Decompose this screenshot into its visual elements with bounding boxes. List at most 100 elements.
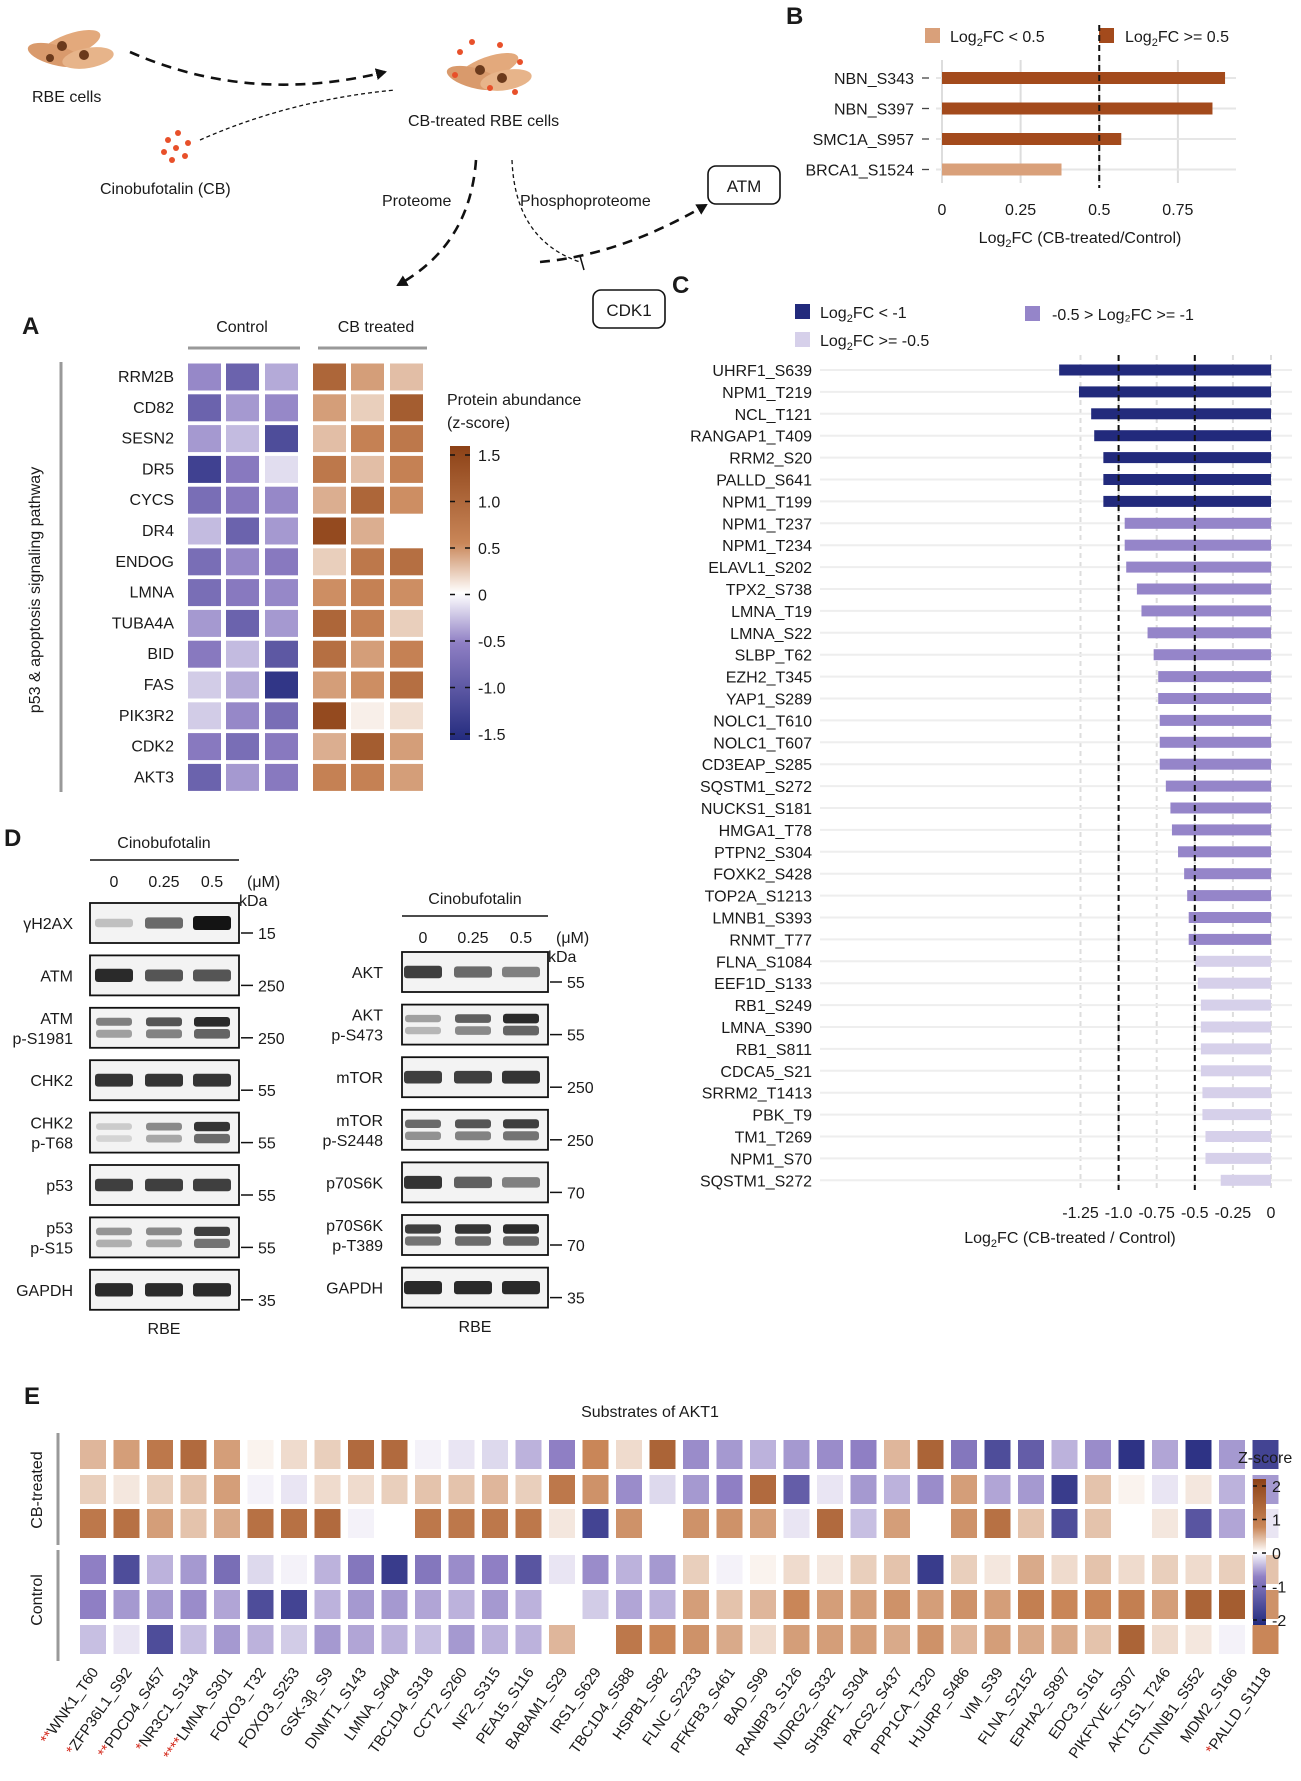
e-heatmap-cell [80,1475,106,1504]
a-colorbar-label: 0 [478,588,487,605]
c-category-label: LMNB1_S393 [712,911,812,928]
e-heatmap-cell [348,1590,374,1619]
a-pathway-label: p53 & apoptosis signaling pathway [27,467,44,713]
d-treatment-label: Cinobufotalin [428,891,521,908]
e-heatmap-cell [850,1625,877,1654]
a-heatmap-cell [188,733,221,761]
d-blot-band [194,1238,230,1248]
e-heatmap-cell [214,1475,240,1504]
e-heatmap-cell [247,1509,274,1538]
a-heatmap-cell [313,671,346,699]
a-heatmap-cell [188,425,221,453]
b-x-tick-label: 0 [938,202,947,219]
c-legend-swatch-2 [1025,306,1040,321]
c-category-label: NCL_T121 [735,407,812,424]
e-heatmap-cell [1185,1509,1212,1538]
d-marker-label: 55 [258,1083,276,1100]
e-colorbar-label: 0 [1272,1546,1281,1563]
c-bar [1200,1043,1271,1055]
d-blot-band [404,1070,442,1084]
c-category-label: ELAVL1_S202 [708,560,812,577]
e-heatmap-cell [180,1475,207,1504]
e-heatmap-cell [1152,1475,1178,1504]
e-heatmap-cell [147,1590,173,1619]
a-heatmap-cell [351,394,384,422]
e-heatmap-cell [951,1625,977,1654]
d-blot-band [145,1073,183,1087]
a-heatmap-cell [351,548,384,576]
c-bar [1202,1109,1271,1121]
d-dose-label: 0.5 [201,874,223,891]
panel-label-d: D [4,825,21,852]
b-legend-swatch-low [925,28,940,43]
e-heatmap-cell [281,1475,307,1504]
d-blot-label: AKT [352,965,383,982]
d-blot-label: p-T68 [31,1136,73,1153]
e-heatmap-cell [1085,1590,1111,1619]
e-heatmap-cell [984,1625,1011,1654]
e-heatmap-cell [482,1555,508,1584]
c-x-tick-label: -0.25 [1215,1205,1252,1222]
e-heatmap-cell [1051,1555,1078,1584]
c-legend-swatch-3 [795,332,810,347]
a-heatmap-cell [351,702,384,730]
d-blot-label: p53 [46,1178,73,1195]
e-heatmap-cell [247,1555,274,1584]
b-x-tick-label: 0.75 [1162,202,1193,219]
c-x-tick-label: -0.5 [1181,1205,1209,1222]
d-blot-label: AKT [352,1008,383,1025]
a-heatmap-cell [188,455,221,483]
d-blot-band [95,1283,133,1297]
c-bar [1159,758,1271,770]
a-heatmap-cell [188,548,221,576]
a-gene-label: AKT3 [134,769,174,786]
d-blot-band [502,1280,540,1295]
c-bar [1194,955,1271,967]
c-category-label: NPM1_T234 [722,538,812,555]
e-heatmap-cell [1051,1625,1078,1654]
a-heatmap-cell [390,763,423,791]
e-heatmap-cell [582,1475,609,1504]
c-bar [1170,802,1271,814]
a-gene-label: SESN2 [122,431,175,448]
c-bar [1103,452,1271,464]
d-blot-band [405,1131,441,1140]
e-heatmap-cell [683,1590,709,1619]
e-heatmap-cell [616,1440,642,1469]
d-blot-band [454,1070,492,1084]
e-heatmap-cell [884,1509,910,1538]
d-blot-band [405,1119,441,1128]
cdk1-label: CDK1 [606,301,651,320]
e-heatmap-cell [147,1509,173,1538]
c-category-label: RB1_S249 [735,998,812,1015]
a-heatmap-cell [390,548,423,576]
rbe-cells-icon [27,29,114,69]
d-marker-label: 55 [258,1188,276,1205]
c-bar [1124,517,1271,529]
c-category-label: SQSTM1_S272 [700,1173,812,1190]
c-category-label: RANGAP1_T409 [690,429,812,446]
e-heatmap-cell [917,1625,944,1654]
a-heatmap-cell [390,455,423,483]
a-gene-label: CYCS [130,492,174,509]
d-cell-line-label: RBE [148,1321,181,1338]
e-heatmap-cell [1085,1440,1111,1469]
e-heatmap-cell [817,1475,843,1504]
d-blot-band [502,966,540,978]
c-category-label: NPM1_T219 [722,385,812,402]
e-heatmap-cell [716,1555,743,1584]
d-blot-label: GAPDH [16,1283,73,1300]
d-blot-label: p-S15 [30,1240,73,1257]
d-blot-band [146,1227,182,1236]
c-bar [1200,1021,1271,1033]
d-blot-band [503,1025,539,1036]
a-heatmap-cell [226,486,259,514]
a-heatmap-cell [390,671,423,699]
e-heatmap-cell [1219,1625,1245,1654]
e-heatmap-cell [1018,1475,1044,1504]
d-blot-label: CHK2 [30,1116,73,1133]
b-bar [942,133,1122,145]
e-heatmap-cell [1085,1555,1111,1584]
d-treatment-label: Cinobufotalin [117,835,210,852]
d-blot-label: ATM [40,1011,73,1028]
